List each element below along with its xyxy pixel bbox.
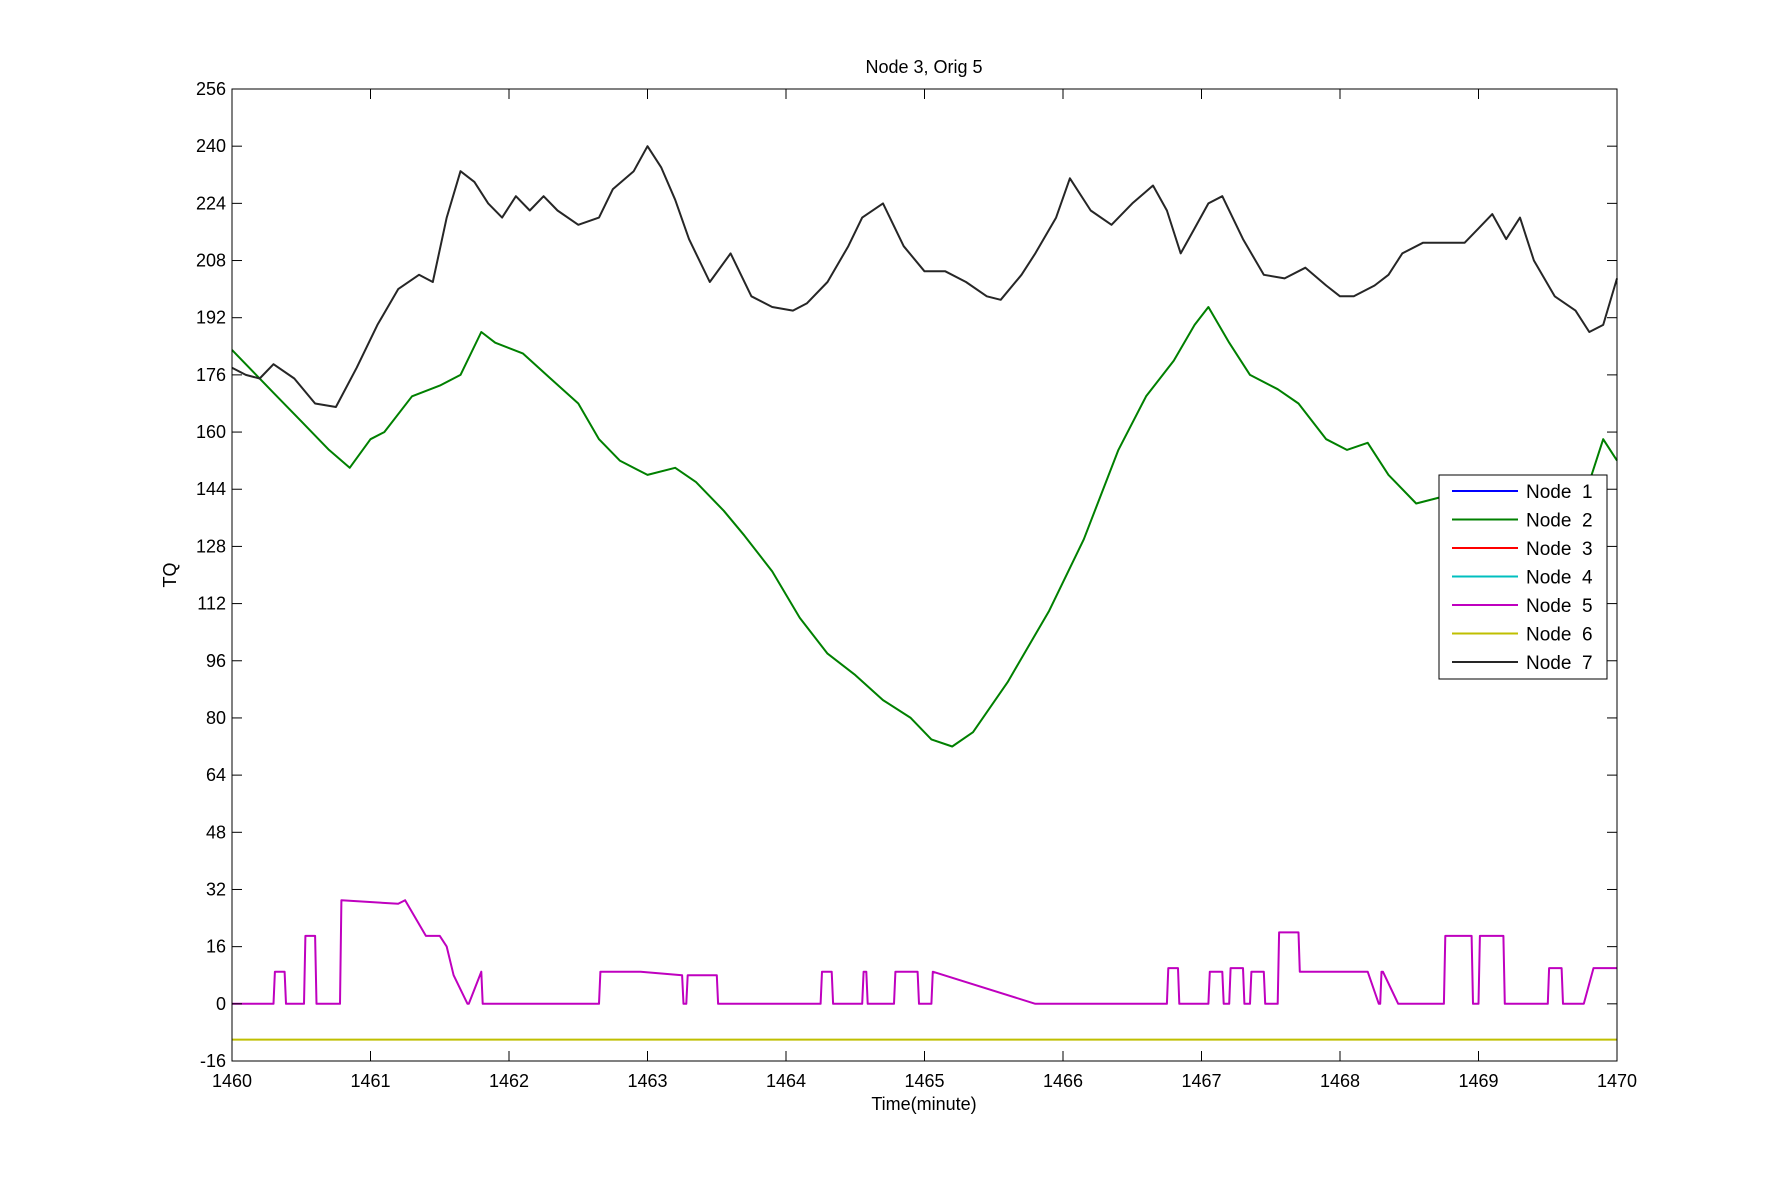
y-tick-label: 112 [197,594,226,614]
legend-label: Node 3 [1526,539,1593,560]
series-layer [231,145,1618,1041]
y-axis-label: TQ [160,563,180,588]
y-tick-label: 64 [206,765,226,785]
y-tick-label: 240 [196,136,226,156]
x-axis-label: Time(minute) [871,1094,976,1114]
y-tick-label: -16 [200,1051,226,1071]
legend-label: Node 7 [1526,653,1593,674]
x-tick-label: 1469 [1458,1071,1498,1091]
x-tick-label: 1470 [1597,1071,1637,1091]
ticks-layer: 1460 1461 1462 1463 1464 1465 1466 1467 1468 1469… [196,79,1637,1091]
legend-label: Node 4 [1526,568,1593,589]
legend-label: Node 5 [1526,596,1593,617]
y-tick-label: 176 [196,365,226,385]
series-line-node-7 [231,145,1618,408]
x-tick-label: 1463 [627,1071,667,1091]
y-tick-label: 16 [206,937,226,957]
y-tick-label: 192 [196,308,226,328]
x-tick-label: 1466 [1043,1071,1083,1091]
chart-title: Node 3, Orig 5 [865,57,982,77]
y-tick-label: 224 [196,193,226,213]
y-tick-label: 80 [206,708,226,728]
legend-label: Node 6 [1526,625,1593,646]
legend-label: Node 1 [1526,482,1593,503]
x-tick-label: 1468 [1320,1071,1360,1091]
x-tick-label: 1460 [212,1071,252,1091]
x-tick-label: 1465 [904,1071,944,1091]
y-tick-label: 128 [196,536,226,556]
legend-items: Node 1 Node 2 Node 3 Node 4 Node 5 Node 6 Node… [1452,482,1593,674]
series-line-node-2 [231,306,1618,748]
y-tick-label: 144 [196,479,226,499]
x-tick-label: 1464 [766,1071,806,1091]
y-tick-label: 32 [206,879,226,899]
legend: Node 1 Node 2 Node 3 Node 4 Node 5 Node 6 Node… [1438,474,1608,680]
legend-label: Node 2 [1526,511,1593,532]
x-tick-label: 1461 [350,1071,390,1091]
y-tick-label: 96 [206,651,226,671]
y-tick-label: 160 [196,422,226,442]
series-line-node-5 [232,899,1617,1005]
y-tick-label: 48 [206,822,226,842]
y-tick-label: 256 [196,79,226,99]
y-tick-label: 208 [196,251,226,271]
y-tick-label: 0 [216,994,226,1014]
x-tick-label: 1467 [1181,1071,1221,1091]
x-tick-label: 1462 [489,1071,529,1091]
